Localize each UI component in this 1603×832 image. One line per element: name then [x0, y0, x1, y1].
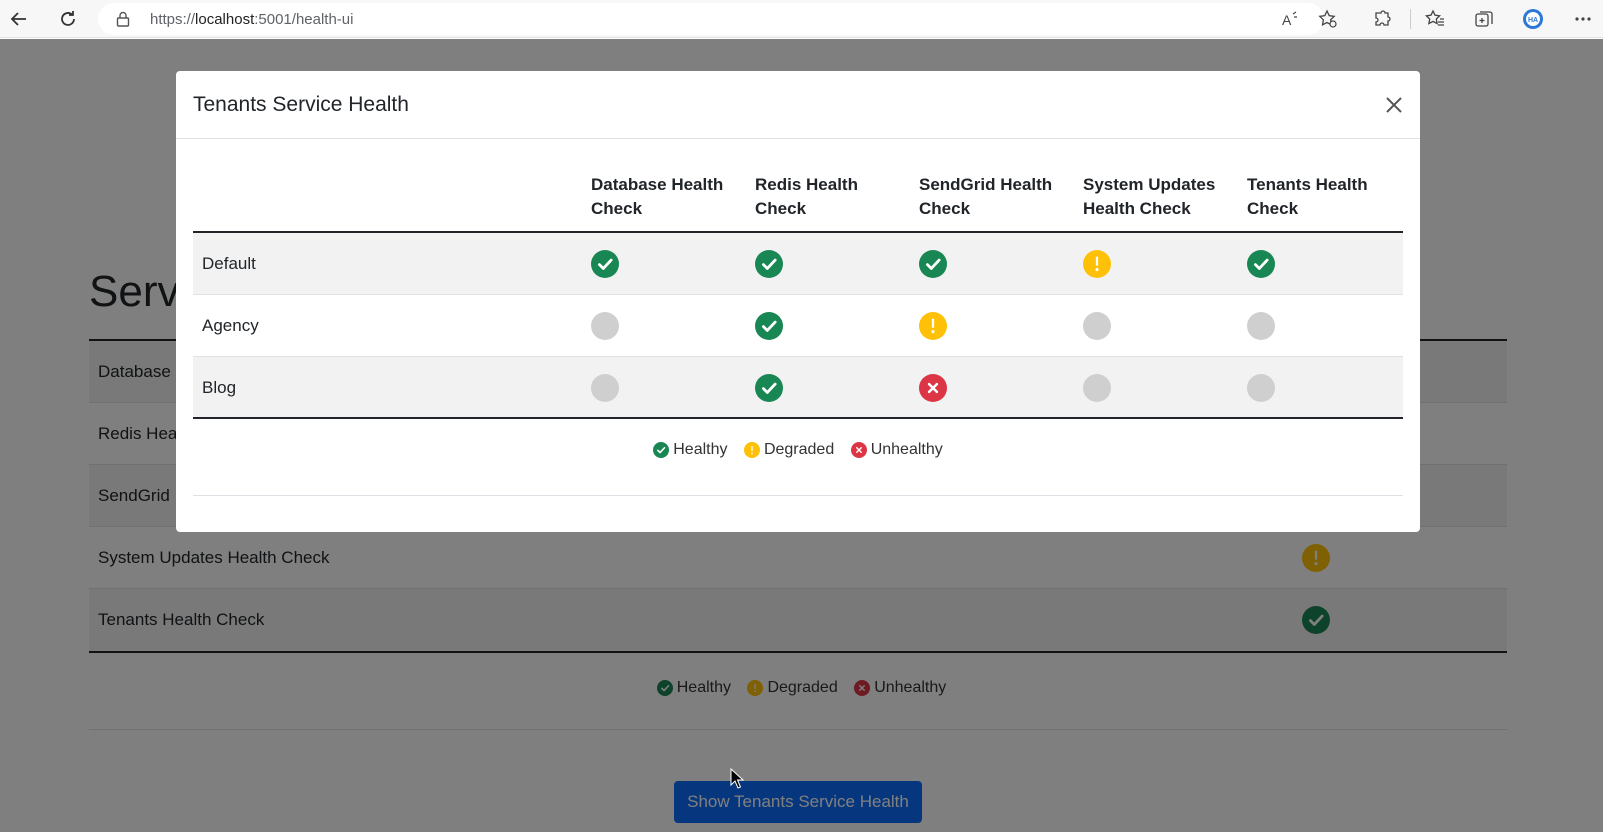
more-options-icon[interactable]: [1571, 7, 1595, 31]
profile-avatar-icon[interactable]: HA: [1521, 7, 1545, 31]
extensions-icon[interactable]: [1370, 7, 1394, 31]
favorites-icon[interactable]: [1423, 7, 1447, 31]
tenant-name: Default: [202, 254, 256, 273]
address-bar[interactable]: https://localhost:5001/health-ui: [98, 3, 1324, 35]
modal-title: Tenants Service Health: [193, 93, 409, 116]
unhealthy-icon: [850, 442, 867, 458]
healthy-status-icon: [755, 374, 783, 402]
unknown-status-icon: [591, 312, 619, 340]
modal-header: Tenants Service Health: [176, 71, 1420, 139]
column-header: Database Health Check: [591, 175, 724, 218]
table-header: Database Health Check Redis Health Check Sen…: [193, 161, 1403, 233]
tenant-name: Agency: [202, 316, 259, 335]
svg-text:A: A: [1282, 12, 1292, 28]
unknown-status-icon: [1083, 312, 1111, 340]
unknown-status-icon: [591, 374, 619, 402]
modal-legend: Healthy Degraded Unhealthy: [176, 441, 1420, 463]
unknown-status-icon: [1083, 374, 1111, 402]
collections-icon[interactable]: [1472, 7, 1496, 31]
legend-degraded: Degraded: [743, 441, 834, 459]
address-url[interactable]: https://localhost:5001/health-ui: [150, 11, 354, 28]
degraded-status-icon: [1083, 250, 1111, 278]
tenant-name: Blog: [202, 378, 237, 397]
legend-unhealthy: Unhealthy: [850, 441, 943, 459]
mouse-cursor-icon: [730, 767, 745, 795]
unknown-status-icon: [1247, 312, 1275, 340]
column-header: Redis Health Check: [755, 175, 858, 218]
healthy-status-icon: [591, 250, 619, 278]
lock-icon: [116, 11, 130, 32]
unhealthy-status-icon: [919, 374, 947, 402]
table-row: Blog: [193, 357, 1403, 419]
favorite-add-icon[interactable]: [1316, 7, 1340, 31]
close-icon: [1386, 97, 1402, 113]
modal-divider: [193, 495, 1403, 496]
healthy-status-icon: [755, 312, 783, 340]
unknown-status-icon: [1247, 374, 1275, 402]
browser-toolbar: https://localhost:5001/health-ui A HA: [0, 0, 1603, 38]
tenants-health-table: Database Health Check Redis Health Check Sen…: [193, 161, 1403, 419]
table-row: Default: [193, 233, 1403, 295]
refresh-icon[interactable]: [55, 6, 81, 32]
table-row: Agency: [193, 295, 1403, 357]
column-header: Tenants Health Check: [1247, 175, 1368, 218]
healthy-status-icon: [919, 250, 947, 278]
healthy-status-icon: [755, 250, 783, 278]
close-button[interactable]: [1380, 91, 1408, 119]
column-header: System Updates Health Check: [1083, 175, 1216, 218]
healthy-status-icon: [1247, 250, 1275, 278]
tenants-health-modal: Tenants Service Health Database Health Ch…: [176, 71, 1420, 532]
toolbar-separator: [1410, 9, 1411, 29]
read-aloud-icon[interactable]: A: [1278, 7, 1302, 31]
back-icon[interactable]: [6, 6, 32, 32]
svg-text:HA: HA: [1528, 17, 1538, 24]
healthy-icon: [653, 442, 670, 458]
degraded-icon: [743, 442, 760, 458]
legend-healthy: Healthy: [653, 441, 728, 459]
degraded-status-icon: [919, 312, 947, 340]
column-header: SendGrid Health Check: [919, 175, 1053, 218]
